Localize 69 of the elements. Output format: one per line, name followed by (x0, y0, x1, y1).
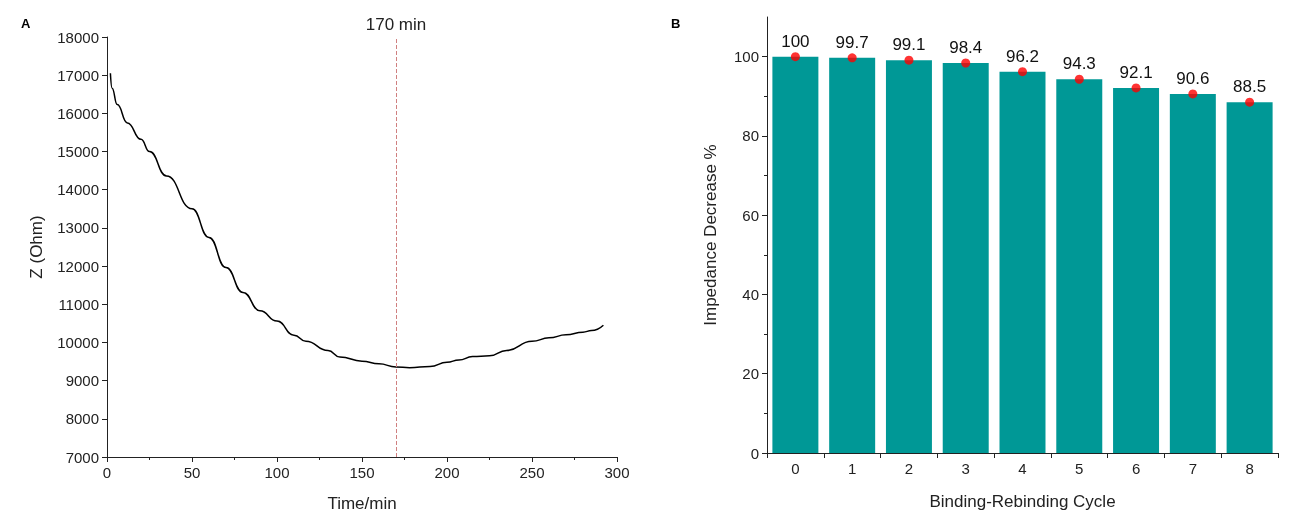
y-tick-label: 13000 (57, 219, 99, 237)
bar (1056, 79, 1103, 453)
y-tick-label: 0 (750, 444, 759, 462)
ref-line-label: 170 min (365, 15, 427, 34)
point (1074, 74, 1084, 84)
y-tick-label: 40 (742, 285, 759, 303)
x-axis-title: Binding-Rebinding Cycle (929, 492, 1116, 511)
x-tick-label: 3 (961, 460, 970, 477)
bar (1169, 93, 1216, 453)
y-tick-label: 80 (742, 127, 759, 145)
point (847, 53, 857, 63)
x-tick-label: 50 (183, 464, 201, 481)
x-tick-label: 4 (1018, 460, 1027, 477)
data-label: 92.1 (1119, 62, 1153, 82)
bar (1113, 87, 1160, 453)
y-tick-label: 11000 (58, 295, 99, 313)
y-tick-label: 7000 (65, 448, 99, 466)
y-tick-label: 10000 (57, 333, 99, 351)
y-tick-label: 16000 (57, 104, 99, 122)
bar (829, 57, 876, 453)
x-axis-title: Time/min (327, 494, 397, 513)
y-axis-title: Impedance Decrease % (701, 144, 720, 326)
bar (772, 56, 819, 453)
y-tick-label: 20 (742, 365, 759, 383)
point (1188, 89, 1198, 99)
data-label: 99.1 (892, 35, 926, 55)
x-tick-label: 0 (791, 460, 800, 477)
y-tick-label: 9000 (65, 372, 99, 390)
bar (999, 71, 1046, 453)
x-tick-label: 1 (847, 460, 857, 477)
x-tick-label: 200 (434, 464, 460, 481)
y-tick-label: 100 (733, 48, 759, 66)
point (790, 52, 800, 62)
x-tick-label: 2 (904, 460, 914, 477)
data-label: 88.5 (1233, 77, 1267, 97)
chart-title: B (671, 16, 681, 31)
line-series (109, 72, 605, 369)
x-tick-label: 250 (519, 464, 545, 481)
data-label: 98.4 (949, 37, 983, 57)
x-tick-label: 100 (264, 464, 290, 481)
x-tick-label: 7 (1188, 460, 1198, 477)
y-tick-label: 8000 (65, 410, 99, 428)
bar (1226, 102, 1273, 453)
data-label: 90.6 (1176, 68, 1210, 88)
point (1131, 83, 1141, 93)
y-tick-label: 12000 (57, 257, 99, 275)
data-label: 96.2 (1005, 46, 1040, 66)
x-tick-label: 5 (1075, 460, 1084, 477)
y-axis-title: Z (Ohm) (27, 215, 46, 279)
y-tick-label: 15000 (57, 143, 99, 161)
point (1245, 97, 1255, 107)
point (961, 58, 971, 68)
x-tick-label: 0 (102, 464, 112, 481)
point (1018, 67, 1027, 77)
bar (942, 62, 989, 453)
x-tick-label: 8 (1245, 460, 1254, 477)
y-tick-label: 17000 (57, 66, 99, 84)
x-tick-label: 150 (349, 464, 375, 481)
data-label: 99.7 (835, 32, 869, 52)
x-tick-label: 300 (604, 464, 630, 481)
data-label: 100 (781, 31, 810, 51)
y-tick-label: 60 (742, 206, 759, 224)
chart-title: A (21, 16, 31, 31)
x-tick-label: 6 (1131, 460, 1141, 477)
y-tick-label: 14000 (57, 181, 99, 199)
y-tick-label: 18000 (57, 28, 99, 46)
point (904, 55, 914, 65)
data-label: 94.3 (1062, 54, 1096, 74)
bar (885, 60, 932, 453)
